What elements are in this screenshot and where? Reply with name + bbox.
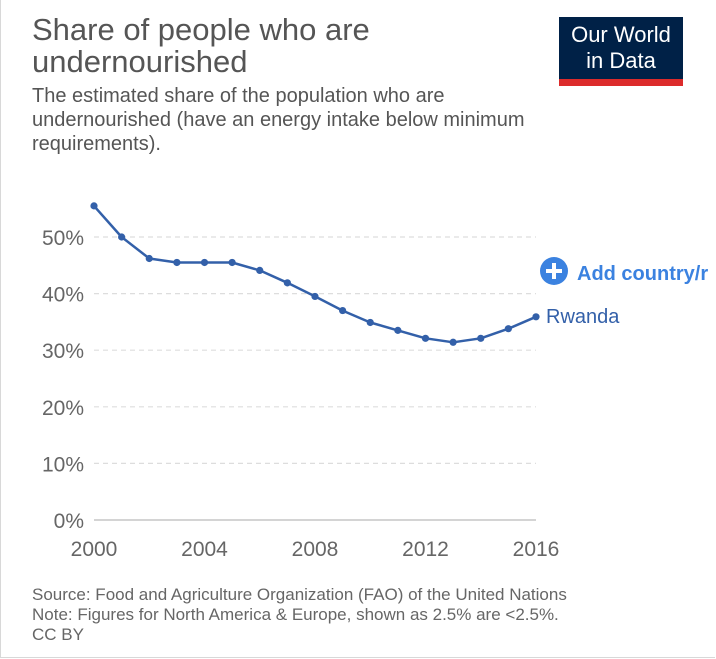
y-tick-label: 50% (42, 227, 84, 250)
plus-icon-vertical (552, 263, 556, 279)
data-point[interactable] (449, 338, 457, 346)
series-label[interactable]: Rwanda (546, 306, 620, 328)
chart-subtitle: The estimated share of the population wh… (32, 85, 525, 155)
logo-line-1: Our World (571, 22, 671, 47)
footer: Source: Food and Agriculture Organizatio… (32, 585, 712, 645)
y-tick-label: 40% (42, 284, 84, 307)
x-tick-label: 2004 (181, 538, 228, 561)
data-point[interactable] (311, 292, 319, 301)
data-point[interactable] (145, 254, 153, 263)
chart-title: Share of people who are undernourished (32, 12, 370, 79)
x-tick-label: 2012 (402, 538, 449, 561)
add-country-button[interactable]: Add country/r (540, 257, 708, 285)
data-point[interactable] (200, 258, 209, 267)
gridlines (94, 236, 536, 464)
data-point[interactable] (504, 325, 512, 333)
data-point[interactable] (256, 266, 264, 274)
data-point[interactable] (366, 318, 374, 327)
y-tick-label: 10% (42, 453, 84, 476)
data-point[interactable] (118, 233, 126, 241)
y-tick-label: 30% (42, 340, 84, 363)
series: Rwanda (90, 202, 620, 346)
data-point[interactable] (228, 258, 236, 267)
y-tick-label: 0% (54, 510, 84, 533)
data-point[interactable] (421, 334, 430, 342)
logo-accent-bar (559, 79, 683, 86)
x-axis-ticks: 2000 2004 2008 2012 2016 (71, 538, 560, 561)
add-country-label: Add country/r (577, 263, 708, 285)
x-tick-label: 2008 (292, 538, 339, 561)
note-text: Note: Figures for North America & Europe… (32, 605, 559, 624)
y-tick-label: 20% (42, 397, 84, 420)
license-link[interactable]: CC BY (32, 625, 84, 644)
line-chart: 0% 10% 20% 30% 40% 50% 2000 2004 2008 2012 2016 R… (42, 202, 708, 561)
logo-line-2: in Data (586, 48, 656, 73)
data-point[interactable] (283, 279, 291, 287)
data-point[interactable] (173, 258, 181, 267)
x-tick-label: 2016 (513, 538, 560, 561)
series-line-rwanda[interactable] (93, 205, 537, 344)
x-tick-label: 2000 (71, 538, 118, 561)
owid-logo[interactable]: Our World in Data (559, 17, 683, 86)
data-point[interactable] (394, 326, 402, 334)
data-point[interactable] (532, 313, 540, 321)
source-text: Source: Food and Agriculture Organizatio… (32, 585, 567, 604)
data-point[interactable] (90, 202, 98, 210)
data-point[interactable] (477, 334, 485, 342)
y-axis-ticks: 0% 10% 20% 30% 40% 50% (42, 227, 84, 533)
data-point[interactable] (339, 306, 347, 315)
